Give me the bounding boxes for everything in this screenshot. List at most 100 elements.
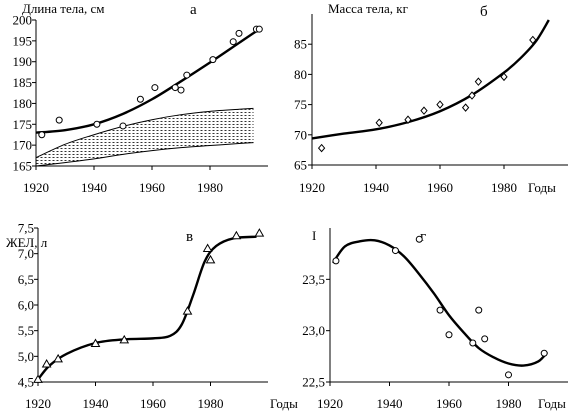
trend-line: [331, 238, 549, 367]
panel-b-letter: б: [480, 4, 488, 20]
data-point: [468, 91, 476, 100]
data-point: [436, 100, 444, 109]
y-tick-label: 22,5: [302, 375, 325, 390]
data-point: [540, 349, 548, 357]
panel-a-letter: а: [190, 2, 197, 18]
y-tick-label: 4,5: [18, 375, 34, 390]
y-tick-label: 5,0: [18, 349, 34, 364]
data-point: [254, 228, 265, 237]
data-point: [205, 254, 216, 264]
data-point: [255, 25, 263, 33]
plots-layer: 1920 1940 1960 1980 165 170 175 180 185 190 195 200…: [13, 13, 568, 411]
panel-d-ylabel: I: [312, 228, 316, 243]
x-tick-label: 1940: [83, 396, 109, 411]
data-point: [436, 306, 444, 314]
panel-b-xlabel: Годы: [528, 180, 556, 195]
y-tick-label: 165: [13, 159, 33, 174]
y-tick-label: 190: [13, 54, 33, 69]
data-point: [38, 131, 46, 139]
range-band-upper: [35, 107, 254, 159]
data-point: [231, 230, 242, 240]
y-tick-label: 185: [13, 75, 33, 90]
y-tick-label: 6,5: [18, 272, 34, 287]
x-tick-label: 1980: [496, 396, 522, 411]
panel-d-letter: г: [420, 229, 426, 245]
data-point: [171, 84, 179, 92]
panel-d-xlabel: Годы: [538, 396, 566, 411]
range-band: [36, 108, 254, 166]
y-tick-label: 23,0: [302, 323, 325, 338]
y-tick-label: 7,5: [18, 221, 34, 236]
y-tick-label: 175: [13, 117, 33, 132]
data-point: [93, 120, 101, 128]
chart-3: 1920 1940 1960 1980 4,5 5,0 5,5 6,0 6,5 7,0 7,5: [18, 221, 268, 411]
data-point: [481, 335, 489, 343]
panel-d: I г Годы: [312, 228, 566, 411]
y-tick-label: 7,0: [18, 246, 34, 261]
data-point: [505, 371, 512, 379]
trend-line: [311, 19, 550, 140]
x-tick-label: 1940: [377, 396, 403, 411]
data-point: [404, 115, 412, 124]
y-tick-label: 195: [13, 33, 33, 48]
x-tick-label: 1940: [363, 180, 389, 195]
data-point: [391, 247, 399, 255]
data-point: [41, 359, 52, 368]
data-point: [500, 72, 508, 82]
y-tick-label: 65: [294, 158, 307, 173]
data-point: [55, 116, 63, 124]
panel-c-letter: в: [186, 229, 193, 245]
range-band-lower: [35, 142, 254, 167]
data-point: [375, 118, 383, 127]
panel-c: ЖЕЛ, л в Годы: [6, 229, 298, 411]
chart-2: 1920 1940 1960 1980 65 70 75 80 85: [294, 14, 568, 195]
y-tick-label: 80: [294, 67, 307, 82]
data-point: [229, 38, 237, 46]
data-point: [136, 95, 144, 103]
data-point: [415, 235, 423, 243]
data-point: [119, 122, 127, 130]
data-point: [461, 103, 470, 112]
data-point: [317, 143, 326, 153]
data-point: [202, 243, 213, 253]
x-tick-label: 1920: [23, 180, 49, 195]
panel-b: Масса тела, кг б Годы: [328, 1, 556, 195]
panel-a: Длина тела, см а: [22, 1, 197, 18]
x-tick-label: 1980: [491, 180, 517, 195]
panel-c-ylabel: ЖЕЛ, л: [6, 235, 48, 250]
trend-line: [35, 28, 260, 134]
chart-1: 1920 1940 1960 1980 165 170 175 180 185 190 195 200: [13, 13, 268, 195]
trend-line: [37, 235, 257, 381]
data-point: [151, 84, 159, 92]
x-tick-label: 1980: [197, 180, 223, 195]
y-tick-label: 70: [294, 127, 307, 142]
data-point: [529, 35, 537, 45]
data-point: [209, 56, 217, 64]
x-tick-label: 1960: [436, 396, 462, 411]
y-tick-label: 85: [294, 37, 307, 52]
data-point: [183, 71, 191, 79]
data-point: [90, 338, 101, 347]
panel-c-xlabel: Годы: [270, 396, 298, 411]
data-point: [119, 334, 130, 344]
y-tick-label: 75: [294, 97, 307, 112]
data-point: [53, 353, 63, 363]
y-tick-label: 170: [13, 138, 33, 153]
x-tick-label: 1960: [427, 180, 453, 195]
panel-a-ylabel: Длина тела, см: [22, 1, 105, 16]
x-tick-label: 1920: [317, 396, 343, 411]
data-point: [474, 77, 483, 86]
y-tick-label: 5,5: [18, 323, 34, 338]
x-tick-label: 1960: [139, 180, 165, 195]
data-point: [420, 106, 428, 115]
chart-4: 1920 1940 1960 1980 22,5 23,0 23,5: [302, 228, 568, 411]
data-point: [177, 86, 185, 94]
data-point: [182, 306, 193, 315]
x-tick-label: 1920: [25, 396, 51, 411]
y-tick-label: 180: [13, 96, 33, 111]
y-tick-label: 23,5: [302, 272, 325, 287]
y-tick-label: 200: [13, 13, 33, 28]
data-point: [235, 29, 243, 37]
data-point: [469, 339, 477, 347]
